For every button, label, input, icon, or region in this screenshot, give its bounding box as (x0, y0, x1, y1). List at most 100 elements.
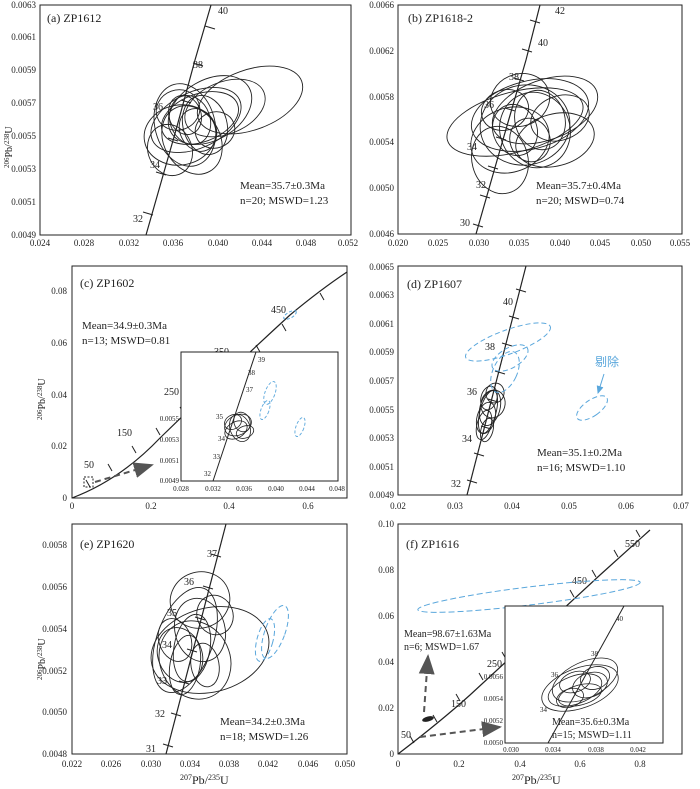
svg-text:0.036: 0.036 (236, 485, 252, 493)
svg-text:32: 32 (451, 479, 461, 490)
svg-text:32: 32 (476, 180, 486, 191)
svg-text:0.2: 0.2 (145, 501, 156, 511)
svg-text:0.0056: 0.0056 (42, 582, 67, 592)
svg-text:0.0058: 0.0058 (369, 92, 394, 102)
svg-text:36: 36 (153, 102, 163, 113)
svg-text:0.06: 0.06 (618, 501, 634, 511)
svg-text:37: 37 (246, 386, 254, 394)
svg-text:0.0050: 0.0050 (369, 183, 394, 193)
svg-text:0.048: 0.048 (296, 238, 317, 248)
result-text: Mean=35.7±0.4Ma (536, 180, 621, 192)
svg-text:0.044: 0.044 (252, 238, 273, 248)
svg-text:0.10: 0.10 (378, 519, 394, 529)
svg-text:0.06: 0.06 (51, 338, 67, 348)
svg-text:38: 38 (248, 369, 256, 377)
svg-text:0.025: 0.025 (428, 238, 449, 248)
svg-text:0.06: 0.06 (378, 611, 394, 621)
error-ellipses (143, 65, 304, 177)
svg-text:0: 0 (70, 501, 75, 511)
x-axis-label: 207Pb/235U (512, 773, 561, 787)
svg-text:0.050: 0.050 (335, 759, 356, 769)
x-axis-label: 207Pb/235U (180, 773, 229, 787)
result-text: n=15; MSWD=1.11 (552, 730, 632, 741)
svg-text:0.02: 0.02 (390, 501, 406, 511)
svg-text:250: 250 (487, 659, 502, 670)
svg-text:0.0053: 0.0053 (369, 433, 394, 443)
panel-a: (a) ZP1612 0.024 0.028 0.032 0.036 0.040… (3, 0, 358, 248)
x-tick-labels: 0.024 0.028 0.032 0.036 0.040 0.044 0.04… (30, 238, 358, 248)
result-text: Mean=34.9±0.3Ma (82, 320, 167, 332)
svg-text:34: 34 (218, 435, 226, 443)
result-text: Mean=35.1±0.2Ma (537, 447, 622, 459)
svg-text:0.032: 0.032 (119, 238, 139, 248)
svg-text:33: 33 (213, 453, 221, 461)
svg-text:0: 0 (396, 759, 401, 769)
svg-text:0.038: 0.038 (219, 759, 240, 769)
panel-label: (f) ZP1616 (406, 537, 459, 551)
svg-text:0.048: 0.048 (329, 485, 345, 493)
svg-text:0.0046: 0.0046 (369, 229, 394, 239)
result-text: n=20; MSWD=0.74 (536, 195, 625, 207)
excluded-ellipses (465, 322, 608, 421)
svg-text:39: 39 (258, 356, 266, 364)
x-tick-labels: 0.020 0.025 0.030 0.035 0.040 0.045 0.05… (388, 238, 691, 248)
svg-text:0.6: 0.6 (302, 501, 314, 511)
svg-text:40: 40 (503, 297, 513, 308)
svg-text:36: 36 (184, 577, 194, 588)
svg-text:0.0056: 0.0056 (484, 673, 504, 681)
svg-text:38: 38 (485, 342, 495, 353)
panel-f: (f) ZP1616 0 0.2 0.4 0.6 0.8 0 0.02 0.04… (378, 519, 683, 787)
svg-text:36: 36 (484, 100, 494, 111)
svg-text:550: 550 (625, 539, 640, 550)
concordia-curve (466, 265, 527, 496)
svg-text:34: 34 (540, 706, 548, 714)
plot-frame (71, 523, 348, 755)
plot-frame (397, 523, 683, 755)
svg-text:0.07: 0.07 (673, 501, 689, 511)
svg-text:35: 35 (216, 413, 224, 421)
result-text: n=18; MSWD=1.26 (220, 731, 309, 743)
concordia-curve (145, 4, 212, 236)
error-ellipses (475, 382, 506, 443)
svg-text:0.4: 0.4 (514, 759, 526, 769)
svg-text:0.042: 0.042 (630, 746, 646, 754)
svg-text:0.0054: 0.0054 (369, 137, 394, 147)
panel-c: (c) ZP1602 0 0.2 0.4 0.6 0 0.02 0.04 0.0… (36, 265, 348, 511)
svg-text:0.020: 0.020 (388, 238, 409, 248)
svg-text:50: 50 (84, 460, 94, 471)
svg-text:0.0051: 0.0051 (11, 197, 36, 207)
y-tick-labels: 0 0.02 0.04 0.06 0.08 (51, 286, 67, 503)
svg-text:0.0053: 0.0053 (160, 436, 180, 444)
svg-text:0.04: 0.04 (51, 390, 67, 400)
y-axis-label: 206Pb/238U (36, 378, 48, 420)
svg-text:0.040: 0.040 (268, 485, 284, 493)
inset-plot: 0.028 0.032 0.036 0.040 0.044 0.048 0.00… (160, 351, 345, 493)
result-text: Mean=35.6±0.3Ma (552, 717, 630, 728)
svg-text:0.030: 0.030 (503, 746, 519, 754)
result-text: Mean=34.2±0.3Ma (220, 716, 305, 728)
panel-label: (a) ZP1612 (47, 11, 101, 25)
panel-label: (d) ZP1607 (407, 277, 462, 291)
svg-text:0.05: 0.05 (561, 501, 577, 511)
svg-text:37: 37 (207, 549, 217, 560)
svg-text:32: 32 (204, 470, 212, 478)
svg-text:0.0049: 0.0049 (160, 477, 180, 485)
svg-text:32: 32 (155, 709, 165, 720)
svg-text:0.0049: 0.0049 (11, 230, 36, 240)
svg-text:31: 31 (146, 744, 156, 755)
svg-text:0.0063: 0.0063 (11, 0, 36, 10)
concordia-age-labels: 31 32 33 34 35 36 37 (146, 549, 217, 755)
svg-text:0.0055: 0.0055 (11, 131, 36, 141)
y-axis-label: 206Pb/238U (36, 638, 48, 680)
x-tick-labels: 0 0.2 0.4 0.6 0.8 (396, 759, 646, 769)
svg-text:0.0057: 0.0057 (369, 376, 394, 386)
svg-text:0.050: 0.050 (631, 238, 652, 248)
concordia-age-labels: 32 34 36 38 40 (451, 297, 513, 490)
y-tick-labels: 0 0.02 0.04 0.06 0.08 0.10 (378, 519, 394, 759)
y-axis-label: 206Pb/238U (3, 126, 15, 168)
svg-text:36: 36 (551, 671, 559, 679)
result-text: n=20; MSWD=1.23 (240, 195, 329, 207)
svg-text:0.0049: 0.0049 (369, 490, 394, 500)
concordia-curve (475, 4, 541, 235)
